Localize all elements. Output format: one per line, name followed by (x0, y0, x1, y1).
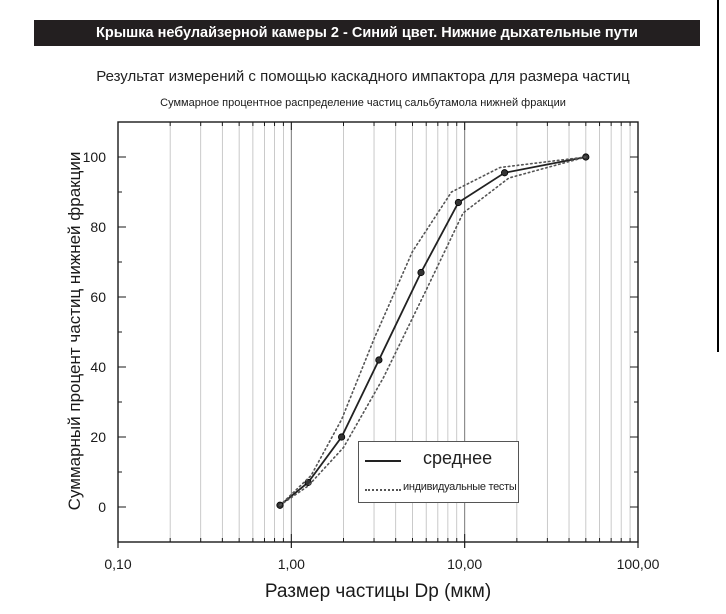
y-axis-label: Суммарный процент частиц нижней фракции (65, 152, 84, 511)
chart-legend: среднее индивидуальные тесты (358, 441, 519, 503)
chart-title: Суммарное процентное распределение части… (160, 97, 566, 109)
legend-item-individual: индивидуальные тесты (359, 477, 518, 501)
chart-subtitle: Результат измерений с помощью каскадного… (96, 68, 630, 85)
series-layer (276, 153, 590, 509)
right-border-rule (717, 0, 719, 352)
legend-swatch-dotted (365, 489, 401, 491)
x-tick-label: 1,00 (278, 556, 305, 572)
x-tick-label: 10,00 (447, 556, 482, 572)
x-axis-label: Размер частицы Dp (мкм) (265, 581, 491, 602)
y-tick-label: 60 (90, 289, 106, 305)
series-line-individual-2 (279, 156, 587, 507)
data-point-mean (417, 268, 425, 277)
y-tick-label: 80 (90, 219, 106, 235)
tick-layer: 0,10 1,00 10,00 100,00 0 20 40 60 80 100 (83, 121, 660, 572)
legend-swatch-solid (365, 460, 401, 462)
x-tick-label: 0,10 (104, 556, 131, 572)
legend-label-mean: среднее (423, 448, 493, 468)
y-tick-label: 100 (83, 149, 107, 165)
header-title: Крышка небулайзерной камеры 2 - Синий цв… (96, 25, 638, 41)
data-point-mean (501, 169, 509, 177)
y-tick-label: 0 (98, 499, 106, 515)
series-line-individual-1 (279, 156, 587, 507)
data-point-mean (338, 433, 346, 441)
data-point-mean (454, 198, 462, 207)
data-point-mean (375, 356, 383, 364)
x-tick-label: 100,00 (617, 556, 660, 572)
y-tick-label: 20 (90, 429, 106, 445)
series-line-mean (279, 156, 586, 506)
chart-header-bar: Крышка небулайзерной камеры 2 - Синий цв… (34, 20, 700, 46)
legend-item-mean: среднее (359, 448, 518, 472)
legend-label-individual: индивидуальные тесты (403, 481, 517, 493)
y-tick-label: 40 (90, 359, 106, 375)
